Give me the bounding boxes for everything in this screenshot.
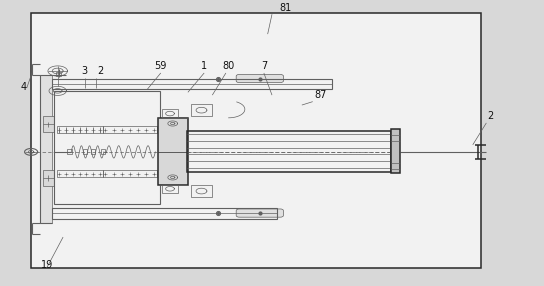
Bar (190, 184, 212, 197)
Bar (103, 170, 157, 177)
Text: 2: 2 (487, 111, 493, 121)
Bar (101, 149, 105, 154)
Bar (91, 149, 95, 154)
Bar (30, 13, 481, 268)
Bar (43, 116, 54, 132)
Text: 2: 2 (97, 66, 103, 76)
Bar (391, 129, 399, 173)
Text: 80: 80 (222, 61, 234, 71)
Bar (40, 75, 52, 223)
Text: 87: 87 (314, 90, 327, 100)
Bar (162, 184, 178, 193)
FancyBboxPatch shape (236, 209, 283, 217)
Bar (43, 170, 54, 186)
Text: 7: 7 (261, 61, 267, 71)
Bar (187, 131, 391, 172)
FancyBboxPatch shape (236, 74, 283, 83)
Bar (57, 126, 103, 134)
Bar (57, 170, 103, 177)
Bar (158, 118, 188, 184)
Bar (162, 109, 178, 118)
Text: 19: 19 (41, 260, 53, 270)
Bar (56, 72, 61, 76)
Text: 4: 4 (21, 82, 27, 92)
Bar (83, 149, 87, 154)
Bar (103, 126, 157, 134)
Text: 1: 1 (201, 61, 207, 71)
Text: 59: 59 (154, 61, 167, 71)
Bar (67, 149, 72, 154)
Bar (54, 91, 160, 204)
Text: 81: 81 (280, 3, 292, 13)
Bar (52, 208, 277, 219)
Bar (190, 104, 212, 116)
Bar (52, 79, 332, 90)
Text: 3: 3 (82, 66, 88, 76)
